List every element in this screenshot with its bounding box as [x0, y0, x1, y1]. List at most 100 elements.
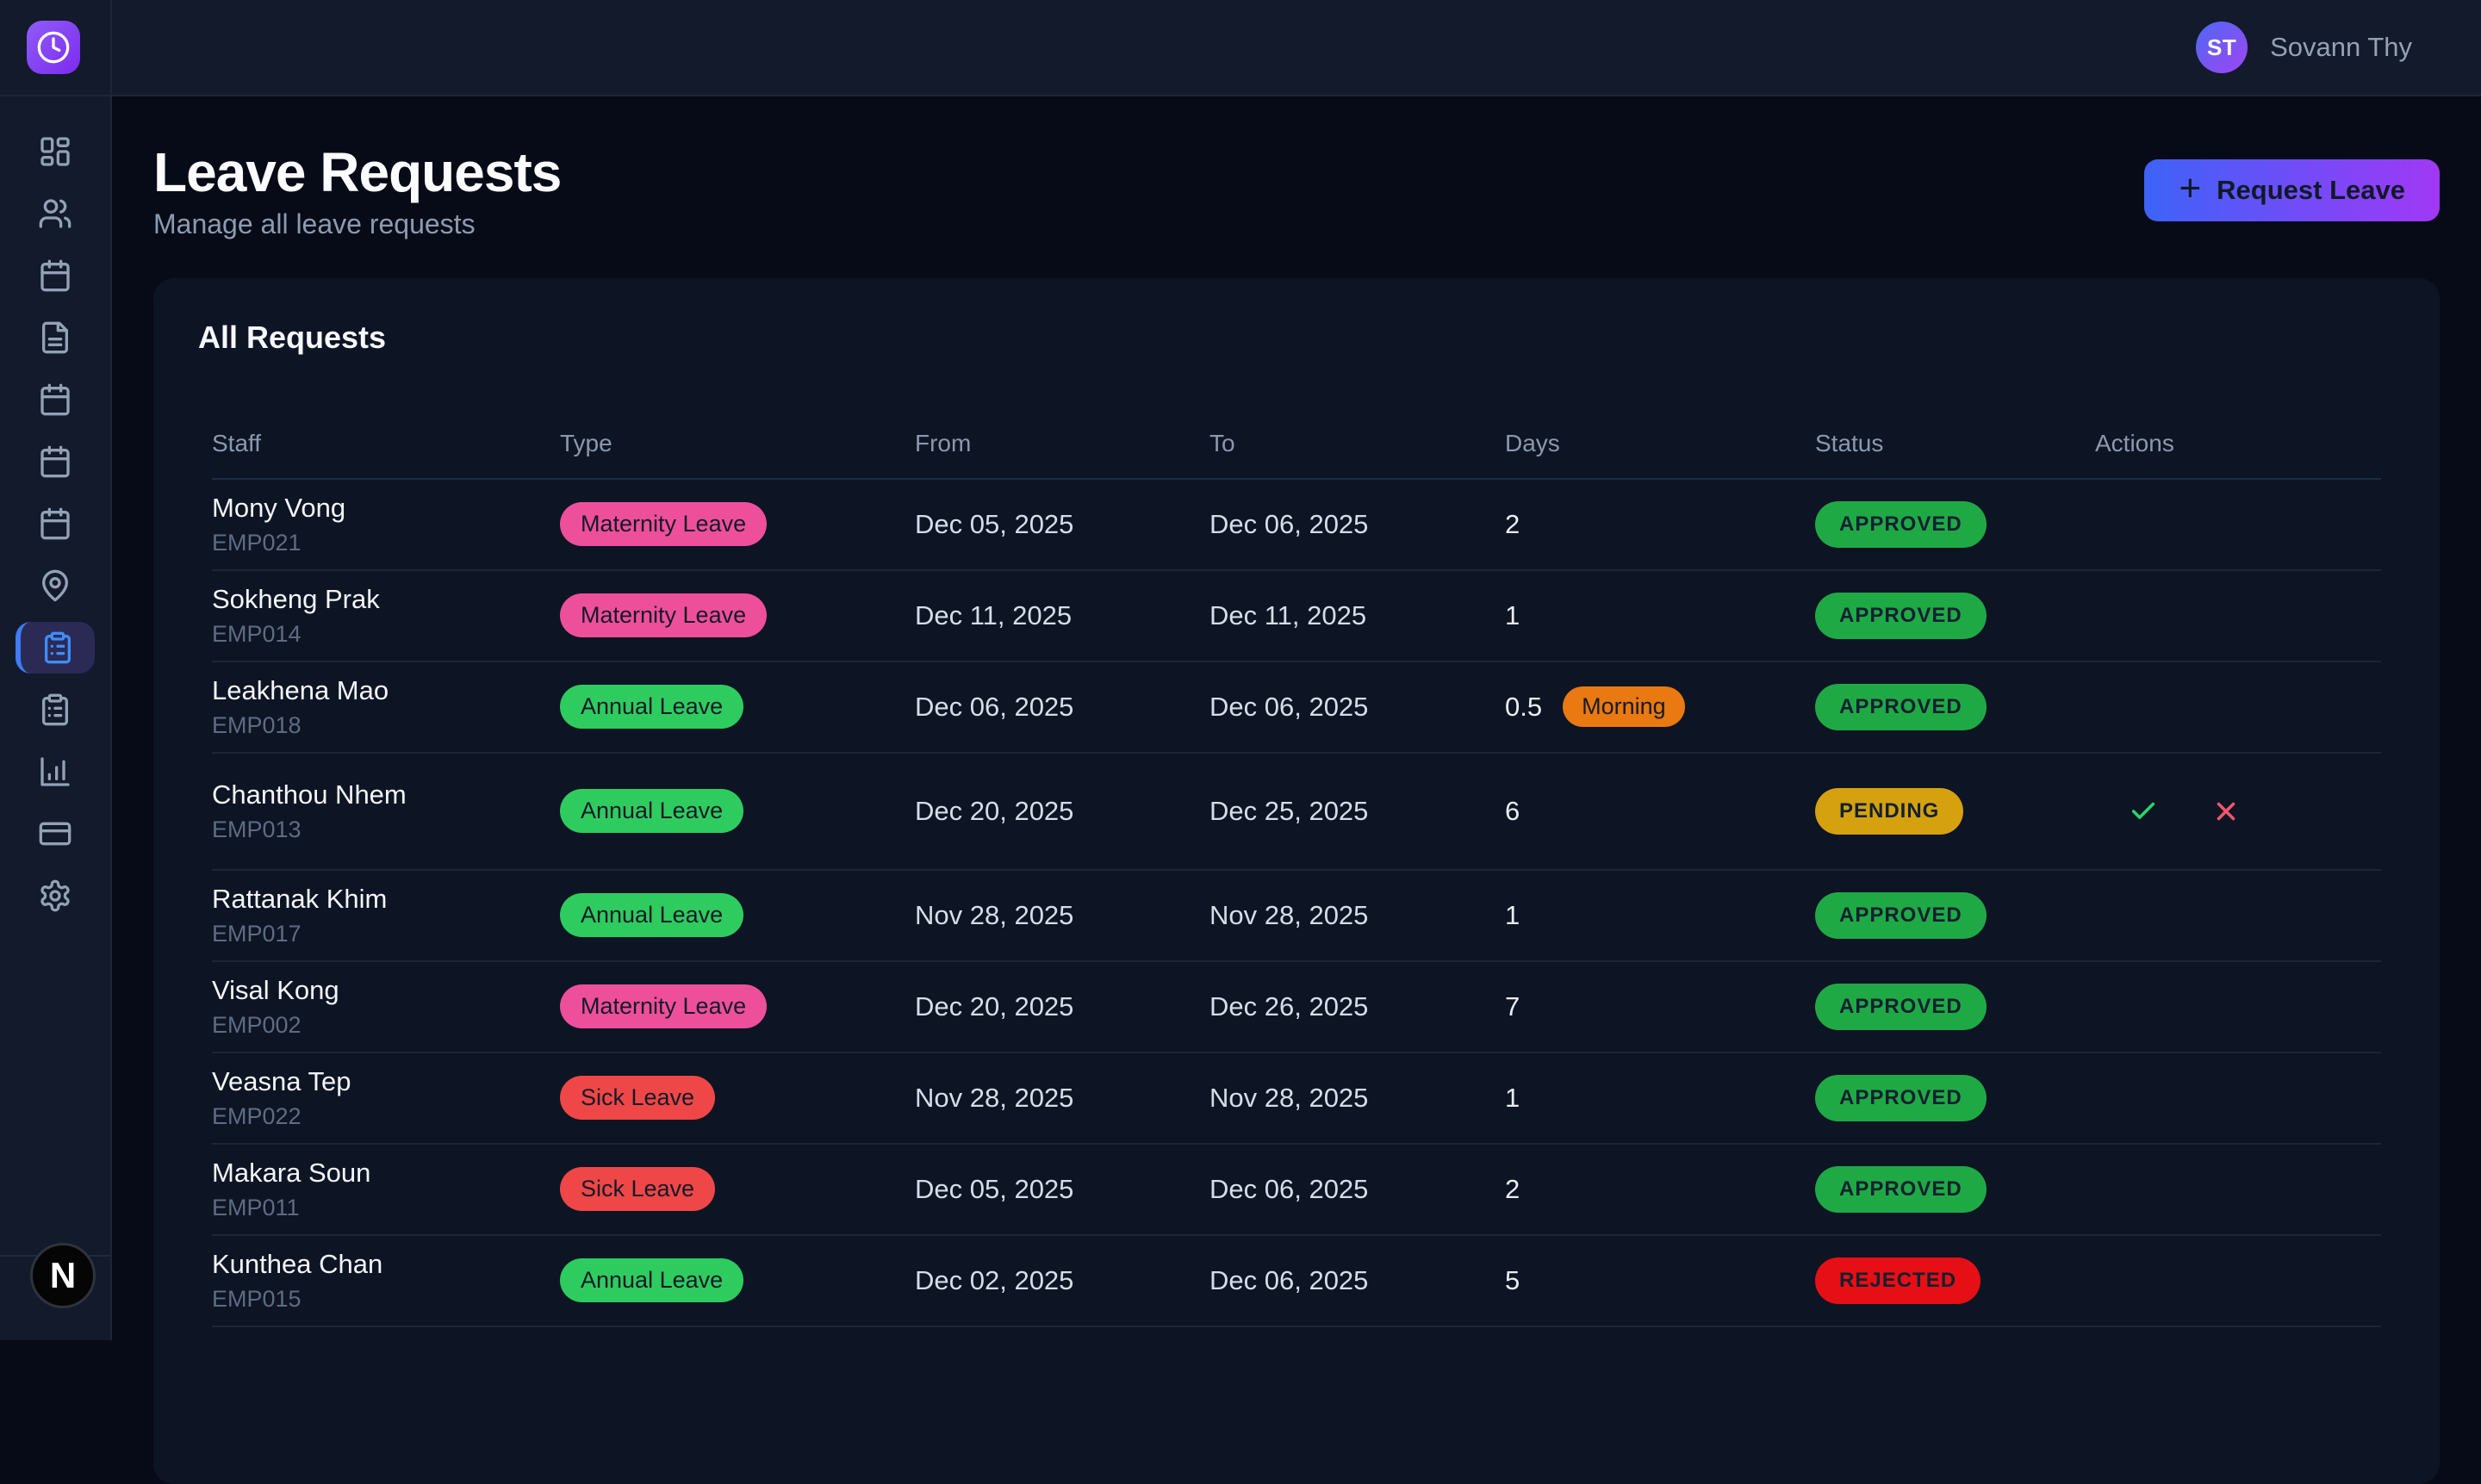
from-date: Dec 20, 2025: [915, 990, 1074, 1021]
clipboard-icon: [42, 693, 69, 726]
request-leave-button[interactable]: + Request Leave: [2144, 159, 2440, 222]
status-badge: APPROVED: [1815, 683, 1987, 730]
table-row: Mony Vong EMP021 Maternity Leave Dec 05,…: [212, 480, 2381, 571]
staff-cell: Mony Vong EMP021: [212, 493, 560, 556]
staff-name: Mony Vong: [212, 492, 346, 523]
status-cell: APPROVED: [1815, 891, 2095, 939]
sidebar-item-requests[interactable]: [16, 684, 95, 736]
to-date: Nov 28, 2025: [1209, 899, 1369, 930]
sidebar-item-locations[interactable]: [16, 560, 95, 612]
topbar-border: [0, 95, 2481, 96]
leave-type-badge: Maternity Leave: [560, 593, 768, 638]
reject-button[interactable]: [2209, 794, 2243, 829]
sidebar-item-dashboard[interactable]: [16, 126, 95, 177]
table-row: Makara Soun EMP011 Sick Leave Dec 05, 20…: [212, 1145, 2381, 1236]
from-date: Dec 06, 2025: [915, 691, 1074, 722]
leave-type-badge: Annual Leave: [560, 685, 744, 730]
leave-type-badge: Annual Leave: [560, 1258, 744, 1303]
from-date: Dec 20, 2025: [915, 795, 1074, 826]
type-cell: Maternity Leave: [560, 502, 915, 547]
days-value: 1: [1505, 599, 1520, 630]
column-header-from: From: [915, 429, 972, 456]
staff-id: EMP002: [212, 1011, 302, 1038]
user-name: Sovann Thy: [2270, 32, 2412, 62]
page-header: Leave Requests Manage all leave requests…: [153, 141, 2440, 240]
avatar[interactable]: ST: [2196, 22, 2248, 73]
sidebar-item-schedule[interactable]: [16, 374, 95, 425]
from-date: Dec 05, 2025: [915, 1173, 1074, 1204]
actions-cell: [2095, 794, 2381, 829]
column-header-staff: Staff: [212, 429, 262, 456]
clock-icon: [37, 31, 70, 64]
page-title: Leave Requests: [153, 141, 562, 203]
table-row: Leakhena Mao EMP018 Annual Leave Dec 06,…: [212, 662, 2381, 754]
leave-type-badge: Sick Leave: [560, 1167, 716, 1212]
days-value: 6: [1505, 795, 1520, 826]
request-leave-label: Request Leave: [2217, 175, 2405, 206]
requests-table: Staff Type From To Days Status Actions Mony Vo…: [153, 356, 2440, 1327]
sidebar-nav: [0, 126, 110, 922]
app-logo[interactable]: [27, 21, 80, 74]
sidebar-item-holidays[interactable]: [16, 498, 95, 550]
nextjs-dev-badge[interactable]: N: [30, 1243, 96, 1308]
staff-id: EMP014: [212, 620, 302, 647]
staff-cell: Veasna Tep EMP022: [212, 1066, 560, 1130]
staff-id: EMP017: [212, 920, 302, 947]
calendar-icon: [40, 383, 70, 416]
card-title: All Requests: [198, 319, 387, 355]
status-cell: PENDING: [1815, 787, 2095, 835]
clipboard-icon: [45, 631, 72, 664]
to-date: Dec 06, 2025: [1209, 1173, 1369, 1204]
status-cell: APPROVED: [1815, 683, 2095, 730]
from-date: Nov 28, 2025: [915, 1082, 1074, 1113]
staff-cell: Makara Soun EMP011: [212, 1158, 560, 1221]
sidebar-item-leave-requests[interactable]: [16, 622, 95, 674]
from-date: Dec 05, 2025: [915, 508, 1074, 539]
sidebar-item-calendar[interactable]: [16, 250, 95, 301]
table-row: Chanthou Nhem EMP013 Annual Leave Dec 20…: [212, 754, 2381, 871]
leave-type-badge: Annual Leave: [560, 789, 744, 834]
leave-type-badge: Annual Leave: [560, 893, 744, 938]
leave-type-badge: Maternity Leave: [560, 502, 768, 547]
calendar-icon: [40, 259, 70, 292]
x-icon: [2217, 802, 2235, 820]
sidebar-item-documents[interactable]: [16, 312, 95, 363]
days-cell: 1: [1505, 600, 1815, 631]
status-badge: APPROVED: [1815, 592, 1987, 639]
days-value: 0.5: [1505, 691, 1543, 722]
from-date: Dec 02, 2025: [915, 1264, 1074, 1295]
user-menu[interactable]: ST Sovann Thy: [2196, 22, 2412, 73]
staff-cell: Kunthea Chan EMP015: [212, 1249, 560, 1313]
type-cell: Sick Leave: [560, 1076, 915, 1121]
status-cell: APPROVED: [1815, 1165, 2095, 1213]
sidebar-item-shifts[interactable]: [16, 436, 95, 487]
sidebar-item-reports[interactable]: [16, 746, 95, 798]
to-date: Dec 25, 2025: [1209, 795, 1369, 826]
to-date: Nov 28, 2025: [1209, 1082, 1369, 1113]
status-cell: APPROVED: [1815, 500, 2095, 548]
staff-cell: Sokheng Prak EMP014: [212, 584, 560, 648]
staff-name: Chanthou Nhem: [212, 779, 407, 810]
staff-cell: Rattanak Khim EMP017: [212, 884, 560, 947]
approve-button[interactable]: [2126, 794, 2161, 829]
days-cell: 7: [1505, 991, 1815, 1022]
days-value: 7: [1505, 990, 1520, 1021]
check-icon: [2131, 802, 2155, 819]
type-cell: Annual Leave: [560, 893, 915, 938]
staff-id: EMP013: [212, 816, 302, 842]
day-part-badge: Morning: [1563, 686, 1685, 728]
sidebar-item-payroll[interactable]: [16, 808, 95, 860]
type-cell: Annual Leave: [560, 1258, 915, 1303]
status-cell: APPROVED: [1815, 983, 2095, 1030]
plus-icon: +: [2179, 167, 2202, 210]
status-cell: APPROVED: [1815, 592, 2095, 639]
column-header-actions: Actions: [2095, 429, 2174, 456]
status-cell: REJECTED: [1815, 1257, 2095, 1304]
days-cell: 0.5 Morning: [1505, 686, 1815, 728]
sidebar-item-employees[interactable]: [16, 188, 95, 239]
sidebar-item-settings[interactable]: [16, 870, 95, 922]
staff-name: Veasna Tep: [212, 1065, 351, 1096]
table-header-row: Staff Type From To Days Status Actions: [212, 356, 2381, 480]
days-value: 5: [1505, 1264, 1520, 1295]
table-row: Rattanak Khim EMP017 Annual Leave Nov 28…: [212, 871, 2381, 962]
